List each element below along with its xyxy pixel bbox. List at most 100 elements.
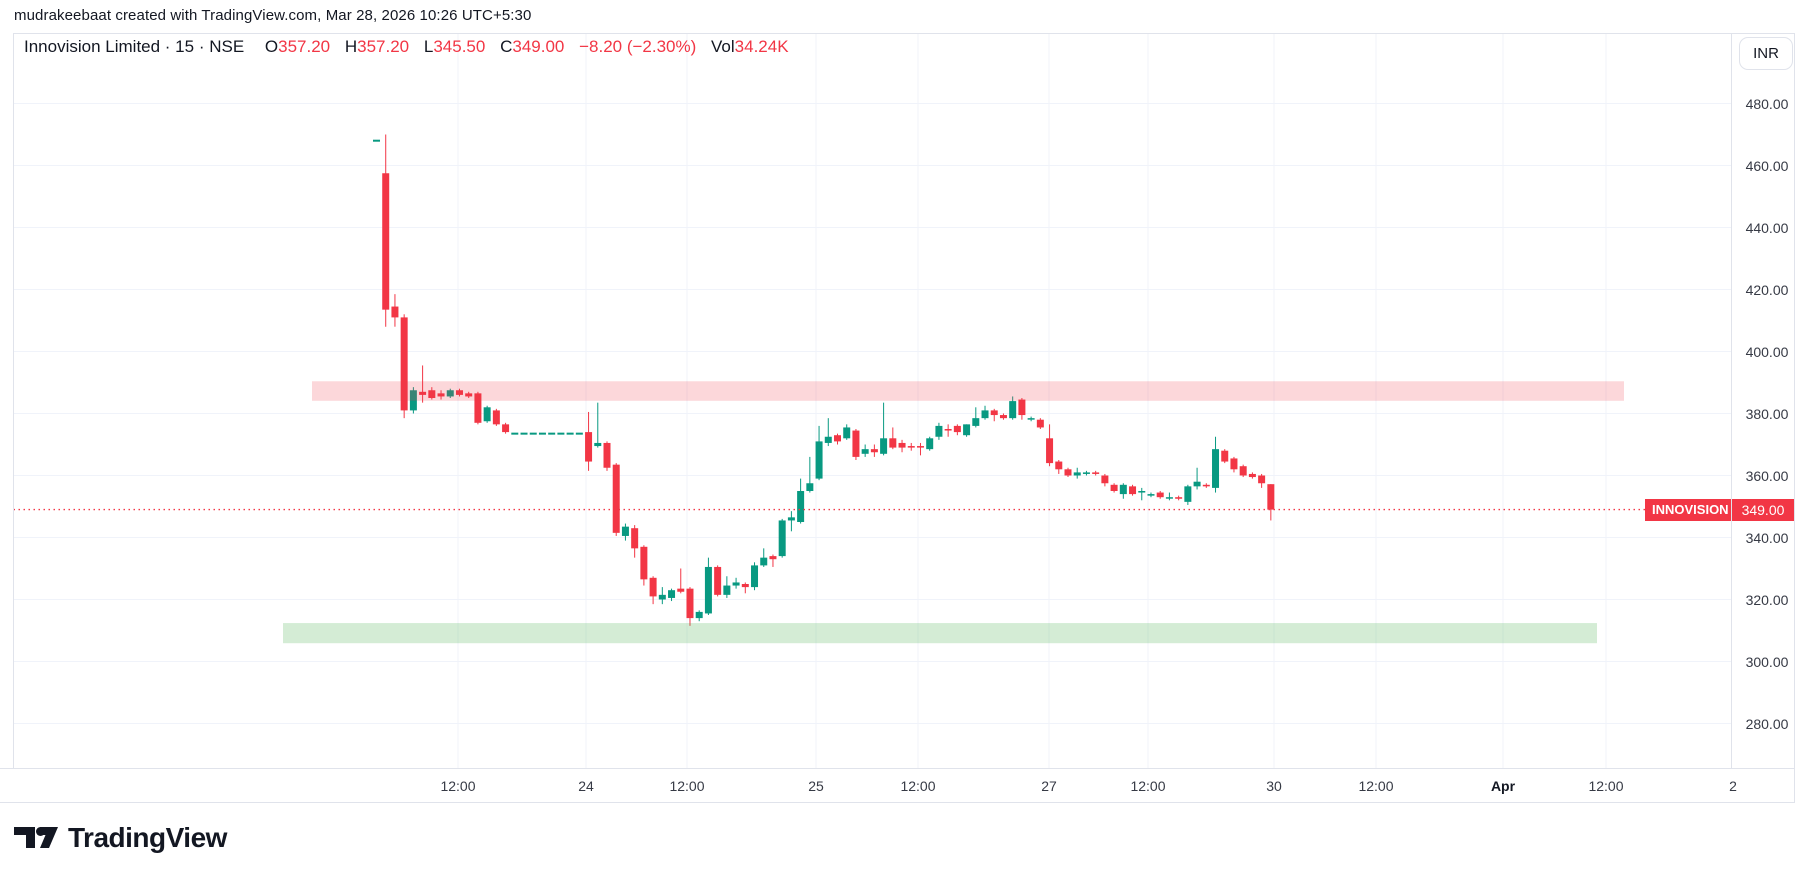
time-axis-separator (0, 768, 1795, 769)
candle-body (787, 517, 795, 521)
candle-body (1193, 481, 1201, 487)
resistance-zone[interactable] (312, 381, 1624, 401)
candle-body (898, 442, 906, 448)
time-axis-label: 12:00 (900, 778, 936, 794)
candle-body (409, 390, 417, 411)
candle-body (1156, 492, 1164, 498)
candle-body (1110, 484, 1118, 491)
high-value: 357.20 (357, 37, 410, 56)
price-axis-label: 420.00 (1745, 281, 1789, 298)
candle-body (658, 594, 666, 600)
candle-body (1212, 449, 1220, 488)
candle-body (861, 449, 869, 454)
candle-body (1147, 494, 1155, 496)
candle-body (668, 590, 676, 598)
tradingview-logo-icon (14, 827, 58, 848)
candle-body (714, 566, 722, 595)
candle-body (1221, 450, 1229, 462)
time-axis-label: 12:00 (440, 778, 476, 794)
support-zone[interactable] (283, 623, 1597, 644)
price-axis-label: 320.00 (1745, 591, 1789, 608)
candle-body (926, 438, 934, 450)
tradingview-logo-text: TradingView (68, 822, 227, 853)
candle-body (1018, 399, 1026, 416)
price-line-symbol-tag: INNOVISION (1645, 498, 1731, 521)
candle-body (815, 441, 823, 479)
tradingview-logo[interactable]: TradingView (14, 822, 227, 854)
candle-body (1073, 472, 1081, 476)
candle-body (944, 429, 952, 431)
candle-body (428, 390, 436, 398)
change-value: −8.20 (−2.30%) (579, 37, 697, 56)
high-label: H (344, 37, 358, 56)
time-axis-label: 12:00 (1358, 778, 1394, 794)
candle-body (474, 393, 482, 423)
candle-body (1138, 491, 1146, 493)
price-axis-label: 360.00 (1745, 467, 1789, 484)
candle-flat (520, 432, 528, 435)
candle-body (999, 415, 1007, 419)
candle-body (972, 418, 980, 426)
candle-body (437, 393, 445, 397)
low-label: L (423, 37, 434, 56)
volume-label: Vol (711, 37, 735, 56)
candle-body (1202, 484, 1210, 487)
pane-left-border (13, 33, 14, 769)
price-axis-label: 380.00 (1745, 405, 1789, 422)
price-axis-label: 480.00 (1745, 95, 1789, 112)
time-axis-label: 24 (578, 778, 594, 794)
candle-body (649, 577, 657, 597)
price-axis-label: 300.00 (1745, 653, 1789, 670)
candle-body (382, 173, 390, 310)
time-axis-label: 2 (1729, 778, 1737, 794)
candle-body (1036, 419, 1044, 428)
candle-flat (373, 139, 380, 142)
candle-body (631, 528, 639, 549)
candle-body (1267, 484, 1275, 510)
candle-body (603, 442, 611, 468)
time-axis-bottom-border (0, 802, 1795, 803)
open-label: O (264, 37, 279, 56)
candle-body (1009, 401, 1017, 419)
pane-top-border (13, 33, 1795, 34)
candle-flat (538, 432, 546, 435)
price-line-value-tag: 349.00 (1732, 498, 1794, 521)
candle-flat (548, 432, 556, 435)
candle-body (1027, 418, 1035, 420)
candle-body (1101, 475, 1109, 484)
price-axis-label: 460.00 (1745, 157, 1789, 174)
axis-right-border (1794, 33, 1795, 802)
candle-body (400, 317, 408, 411)
price-axis-label: 280.00 (1745, 715, 1789, 732)
candle-body (880, 438, 888, 454)
candle-body (741, 584, 749, 588)
candle-body (1175, 497, 1183, 499)
candle-body (990, 410, 998, 416)
candle-body (1230, 458, 1238, 470)
candle-body (1055, 461, 1063, 470)
candle-body (1082, 472, 1090, 474)
candle-flat (566, 432, 574, 435)
candle-body (760, 557, 768, 566)
candle-body (686, 588, 694, 619)
candle-body (1165, 497, 1173, 499)
candle-body (483, 407, 491, 422)
symbol-title: Innovision Limited · 15 · NSE (24, 37, 245, 56)
candle-body (1064, 469, 1072, 476)
candle-body (916, 446, 924, 448)
currency-button[interactable]: INR (1739, 37, 1793, 70)
price-axis-label: 400.00 (1745, 343, 1789, 360)
candle-body (621, 526, 629, 536)
time-axis-label: 12:00 (669, 778, 705, 794)
price-axis-label: 340.00 (1745, 529, 1789, 546)
time-axis-label: 25 (808, 778, 824, 794)
candle-body (419, 391, 427, 395)
candle-body (1184, 486, 1192, 502)
candle-flat (511, 432, 519, 435)
candle-body (889, 438, 897, 448)
time-axis-label: 12:00 (1588, 778, 1624, 794)
candle-body (677, 588, 685, 592)
candle-body (502, 424, 510, 433)
candle-body (640, 546, 648, 580)
